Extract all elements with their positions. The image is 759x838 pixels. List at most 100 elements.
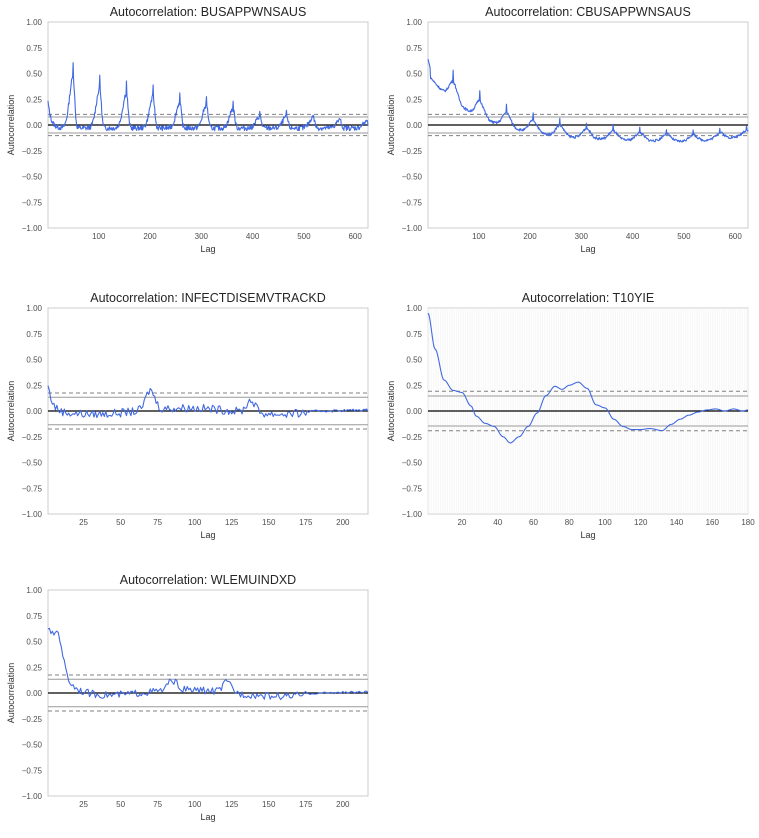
y-tick-label: −1.00 — [22, 792, 43, 801]
x-tick-label: 150 — [262, 800, 276, 809]
y-tick-label: 0.00 — [26, 121, 42, 130]
y-tick-label: −0.50 — [22, 459, 43, 468]
x-tick-label: 500 — [297, 232, 311, 241]
x-tick-label: 300 — [575, 232, 589, 241]
y-tick-label: 0.75 — [26, 44, 42, 53]
y-tick-label: −1.00 — [22, 510, 43, 519]
x-tick-label: 125 — [225, 800, 239, 809]
acf-chart-infectdisemvtrackd: Autocorrelation: INFECTDISEMVTRACKD 1.00 0… — [0, 286, 375, 556]
y-tick-label: 1.00 — [406, 18, 422, 27]
y-tick-label: 0.75 — [406, 330, 422, 339]
y-tick-label: 0.00 — [406, 407, 422, 416]
y-tick-label: −0.25 — [22, 147, 43, 156]
acf-chart-svg: Autocorrelation: T10YIE 1.00 0.75 0.50 0.25 0… — [386, 291, 755, 540]
y-tick-label: −0.25 — [22, 433, 43, 442]
y-tick-label: 1.00 — [406, 304, 422, 313]
x-tick-label: 100 — [598, 518, 612, 527]
x-axis-label: Lag — [580, 244, 595, 254]
y-tick-label: −0.25 — [402, 433, 423, 442]
y-tick-label: −0.50 — [22, 741, 43, 750]
x-tick-label: 200 — [143, 232, 157, 241]
y-tick-label: −0.75 — [402, 198, 423, 207]
chart-title: Autocorrelation: T10YIE — [522, 291, 654, 305]
acf-series-line — [47, 62, 369, 132]
acf-chart-t10yie: Autocorrelation: T10YIE 1.00 0.75 0.50 0.25 0… — [380, 286, 755, 556]
y-tick-label: 0.50 — [406, 356, 422, 365]
y-tick-label: 0.50 — [26, 638, 42, 647]
x-tick-label: 600 — [348, 232, 362, 241]
x-tick-label: 400 — [626, 232, 640, 241]
y-tick-label: 0.25 — [26, 95, 42, 104]
acf-series-line — [427, 58, 749, 143]
y-tick-label: 0.75 — [406, 44, 422, 53]
y-tick-label: −0.25 — [22, 715, 43, 724]
y-tick-label: −0.50 — [402, 459, 423, 468]
x-tick-label: 50 — [116, 800, 125, 809]
x-axis-label: Lag — [200, 530, 215, 540]
acf-series-line — [427, 312, 749, 444]
y-tick-label: 0.75 — [26, 330, 42, 339]
y-tick-label: −0.75 — [402, 484, 423, 493]
y-axis-label: Autocorrelation — [6, 381, 16, 442]
chart-title: Autocorrelation: BUSAPPWNSAUS — [110, 5, 307, 19]
x-tick-label: 400 — [246, 232, 260, 241]
x-tick-label: 100 — [92, 232, 106, 241]
x-tick-label: 175 — [299, 800, 313, 809]
x-tick-label: 25 — [79, 518, 88, 527]
x-tick-label: 20 — [458, 518, 467, 527]
y-tick-label: 1.00 — [26, 18, 42, 27]
y-tick-label: −0.50 — [402, 173, 423, 182]
y-tick-label: 0.00 — [406, 121, 422, 130]
x-tick-label: 100 — [472, 232, 486, 241]
x-tick-label: 100 — [188, 518, 202, 527]
x-axis-label: Lag — [200, 812, 215, 822]
y-tick-label: −1.00 — [22, 224, 43, 233]
x-tick-label: 120 — [634, 518, 648, 527]
acf-series-line — [47, 627, 369, 701]
y-axis-label: Autocorrelation — [6, 663, 16, 724]
y-tick-label: 0.25 — [26, 381, 42, 390]
x-axis-label: Lag — [580, 530, 595, 540]
x-tick-label: 200 — [523, 232, 537, 241]
y-tick-label: −1.00 — [402, 510, 423, 519]
x-tick-label: 50 — [116, 518, 125, 527]
y-tick-label: −0.50 — [22, 173, 43, 182]
x-tick-label: 200 — [336, 800, 350, 809]
x-tick-label: 125 — [225, 518, 239, 527]
acf-chart-cbusappwnsaus: Autocorrelation: CBUSAPPWNSAUS 1.00 0.75 0.… — [380, 0, 755, 270]
y-axis-label: Autocorrelation — [386, 381, 396, 442]
x-tick-label: 75 — [153, 518, 162, 527]
y-axis-label: Autocorrelation — [386, 95, 396, 156]
chart-title: Autocorrelation: CBUSAPPWNSAUS — [485, 5, 691, 19]
y-axis-label: Autocorrelation — [6, 95, 16, 156]
chart-title: Autocorrelation: INFECTDISEMVTRACKD — [90, 291, 325, 305]
chart-title: Autocorrelation: WLEMUINDXD — [120, 573, 296, 587]
acf-chart-svg: Autocorrelation: WLEMUINDXD 1.00 0.75 0.50 0… — [6, 573, 369, 822]
y-tick-label: 0.25 — [406, 95, 422, 104]
y-tick-label: 1.00 — [26, 586, 42, 595]
y-tick-label: 0.50 — [26, 70, 42, 79]
x-tick-label: 140 — [670, 518, 684, 527]
x-tick-label: 80 — [565, 518, 574, 527]
x-tick-label: 175 — [299, 518, 313, 527]
x-tick-label: 100 — [188, 800, 202, 809]
y-tick-label: 0.00 — [26, 689, 42, 698]
y-tick-label: −1.00 — [402, 224, 423, 233]
y-tick-label: −0.75 — [22, 484, 43, 493]
x-tick-label: 40 — [493, 518, 502, 527]
x-axis-label: Lag — [200, 244, 215, 254]
x-tick-label: 200 — [336, 518, 350, 527]
y-tick-label: −0.25 — [402, 147, 423, 156]
y-tick-label: 0.00 — [26, 407, 42, 416]
y-tick-label: 1.00 — [26, 304, 42, 313]
x-tick-label: 600 — [728, 232, 742, 241]
acf-chart-svg: Autocorrelation: CBUSAPPWNSAUS 1.00 0.75 0.… — [386, 5, 749, 254]
y-tick-label: 0.25 — [406, 381, 422, 390]
x-tick-label: 500 — [677, 232, 691, 241]
x-tick-label: 25 — [79, 800, 88, 809]
x-tick-label: 180 — [741, 518, 755, 527]
y-tick-label: 0.50 — [406, 70, 422, 79]
y-tick-label: 0.75 — [26, 612, 42, 621]
x-tick-label: 160 — [706, 518, 720, 527]
x-tick-label: 60 — [529, 518, 538, 527]
